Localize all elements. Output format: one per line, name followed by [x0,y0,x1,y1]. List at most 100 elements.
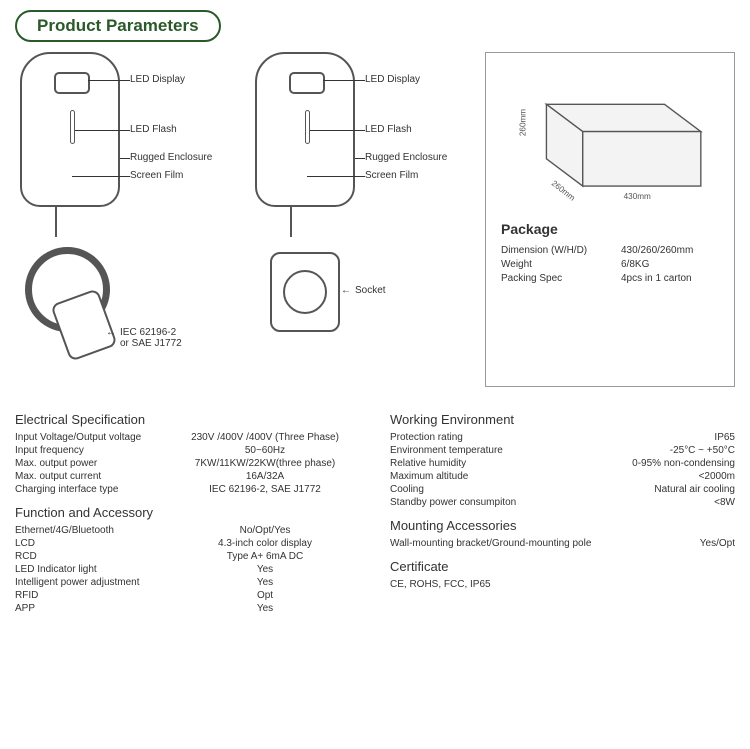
section-title: Mounting Accessories [390,518,735,533]
spec-val: <8W [630,497,735,508]
spec-line: CE, ROHS, FCC, IP65 [390,579,735,590]
spec-line: RFIDOpt [15,590,360,601]
pkg-val: 4pcs in 1 carton [621,273,692,284]
spec-val: Type A+ 6mA DC [170,551,360,562]
spec-key: APP [15,603,170,614]
socket-box-icon [270,252,340,332]
pkg-key: Weight [501,259,621,270]
socket-circle-icon [283,270,327,314]
spec-val: <2000m [630,471,735,482]
spec-key: Wall-mounting bracket/Ground-mounting po… [390,538,630,549]
spec-line: Input Voltage/Output voltage230V /400V /… [15,432,360,443]
spec-val: Yes [170,564,360,575]
section-title: Function and Accessory [15,505,360,520]
label-screen-film: Screen Film [365,170,418,181]
spec-key: Ethernet/4G/Bluetooth [15,525,170,536]
spec-line: Protection ratingIP65 [390,432,735,443]
spec-key: RCD [15,551,170,562]
spec-val: 4.3-inch color display [170,538,360,549]
specs-row: Electrical Specification Input Voltage/Ou… [15,402,735,616]
spec-line: Input frequency50~60Hz [15,445,360,456]
spec-val: No/Opt/Yes [170,525,360,536]
section-title: Electrical Specification [15,412,360,427]
spec-line: Max. output power7KW/11KW/22KW(three pha… [15,458,360,469]
charger-display-icon [54,72,90,94]
spec-key: Max. output power [15,458,170,469]
label-rugged-enclosure: Rugged Enclosure [130,152,212,163]
spec-line: Environment temperature-25°C ~ +50°C [390,445,735,456]
charger-led-icon [305,110,310,144]
top-row: LED Display LED Flash Rugged Enclosure S… [15,52,735,387]
spec-val: 16A/32A [170,471,360,482]
spec-line: Standby power consumpiton<8W [390,497,735,508]
spec-line: Max. output current16A/32A [15,471,360,482]
spec-val: Yes/Opt [630,538,735,549]
label-led-display: LED Display [130,74,185,85]
package-row: Weight6/8KG [501,259,719,270]
spec-val: Yes [170,577,360,588]
box-dim-d: 260mm [550,179,577,203]
pkg-key: Packing Spec [501,273,621,284]
specs-left-col: Electrical Specification Input Voltage/Ou… [15,402,360,616]
charger-diagram-2: LED Display LED Flash Rugged Enclosure S… [250,52,470,387]
package-panel: 260mm 260mm 430mm Package Dimension (W/H… [485,52,735,387]
spec-key: Input frequency [15,445,170,456]
spec-key: Input Voltage/Output voltage [15,432,170,443]
spec-key: Max. output current [15,471,170,482]
label-led-flash: LED Flash [130,124,177,135]
spec-key: Protection rating [390,432,630,443]
box-dim-w: 430mm [624,192,651,201]
section-title: Working Environment [390,412,735,427]
charger-display-icon [289,72,325,94]
page-title: Product Parameters [15,10,221,42]
spec-key: Environment temperature [390,445,630,456]
label-rugged-enclosure: Rugged Enclosure [365,152,447,163]
spec-val: Yes [170,603,360,614]
spec-key: Relative humidity [390,458,630,469]
spec-val: 50~60Hz [170,445,360,456]
spec-line: CoolingNatural air cooling [390,484,735,495]
spec-key: Intelligent power adjustment [15,577,170,588]
spec-val: Natural air cooling [630,484,735,495]
label-led-display: LED Display [365,74,420,85]
label-led-flash: LED Flash [365,124,412,135]
spec-line: Maximum altitude<2000m [390,471,735,482]
specs-right-col: Working Environment Protection ratingIP65… [390,402,735,616]
spec-line: LED Indicator lightYes [15,564,360,575]
spec-val: Opt [170,590,360,601]
charger-diagram-1: LED Display LED Flash Rugged Enclosure S… [15,52,235,387]
spec-line: Relative humidity0-95% non-condensing [390,458,735,469]
package-row: Packing Spec4pcs in 1 carton [501,273,719,284]
spec-key: Charging interface type [15,484,170,495]
spec-val [630,579,735,590]
spec-line: RCDType A+ 6mA DC [15,551,360,562]
spec-key: CE, ROHS, FCC, IP65 [390,579,630,590]
spec-key: RFID [15,590,170,601]
package-box-icon: 260mm 260mm 430mm [501,68,719,204]
spec-line: Ethernet/4G/BluetoothNo/Opt/Yes [15,525,360,536]
spec-line: LCD4.3-inch color display [15,538,360,549]
pkg-val: 6/8KG [621,259,649,270]
pkg-val: 430/260/260mm [621,245,693,256]
spec-key: Cooling [390,484,630,495]
spec-line: Wall-mounting bracket/Ground-mounting po… [390,538,735,549]
package-row: Dimension (W/H/D)430/260/260mm [501,245,719,256]
section-title: Certificate [390,559,735,574]
label-screen-film: Screen Film [130,170,183,181]
spec-val: 7KW/11KW/22KW(three phase) [170,458,360,469]
spec-key: Standby power consumpiton [390,497,630,508]
spec-line: Charging interface typeIEC 62196-2, SAE … [15,484,360,495]
spec-val: IP65 [630,432,735,443]
label-plug-standard: IEC 62196-2 or SAE J1772 [120,327,182,349]
spec-val: 230V /400V /400V (Three Phase) [170,432,360,443]
package-title: Package [501,221,719,237]
pkg-key: Dimension (W/H/D) [501,245,621,256]
spec-key: LED Indicator light [15,564,170,575]
box-dim-h: 260mm [519,109,528,136]
spec-val: 0-95% non-condensing [630,458,735,469]
charger-led-icon [70,110,75,144]
label-socket: Socket [355,285,386,296]
spec-val: IEC 62196-2, SAE J1772 [170,484,360,495]
spec-key: Maximum altitude [390,471,630,482]
spec-val: -25°C ~ +50°C [630,445,735,456]
